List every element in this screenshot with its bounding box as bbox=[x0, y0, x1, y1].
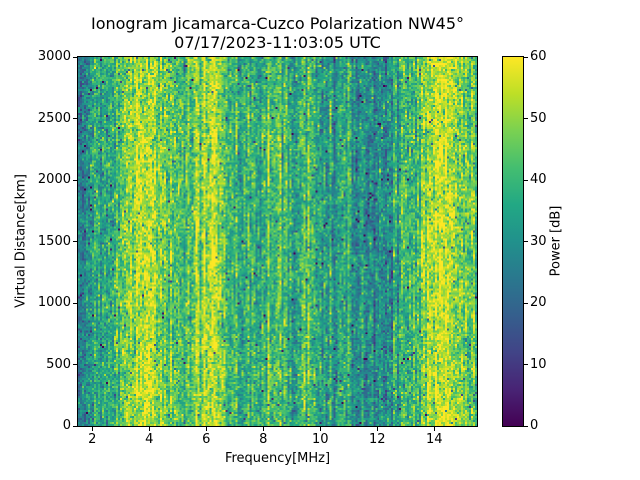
colorbar-tick bbox=[524, 302, 528, 304]
x-tick-label: 4 bbox=[145, 432, 154, 447]
x-axis-label: Frequency[MHz] bbox=[224, 451, 331, 466]
colorbar-tick bbox=[524, 364, 528, 365]
colorbar-tick-label: 20 bbox=[530, 295, 547, 310]
colorbar-tick bbox=[524, 118, 528, 119]
y-tick-label: 3000 bbox=[37, 49, 71, 64]
plot-area bbox=[77, 56, 478, 427]
y-tick bbox=[73, 118, 77, 119]
colorbar-tick bbox=[524, 425, 528, 427]
y-tick bbox=[73, 241, 77, 242]
x-tick bbox=[205, 427, 207, 431]
x-tick-label: 10 bbox=[311, 432, 329, 447]
x-tick bbox=[319, 427, 321, 431]
heatmap-canvas bbox=[78, 57, 477, 426]
colorbar-tick bbox=[524, 56, 528, 58]
y-tick-label: 500 bbox=[46, 356, 71, 372]
x-tick bbox=[91, 427, 93, 431]
colorbar-tick-label: 0 bbox=[530, 418, 539, 433]
y-tick bbox=[73, 364, 77, 365]
x-tick-label: 8 bbox=[259, 432, 268, 447]
y-tick bbox=[73, 56, 77, 58]
x-tick-label: 6 bbox=[202, 432, 211, 447]
colorbar-tick-label: 50 bbox=[530, 110, 547, 126]
chart-title-block: Ionogram Jicamarca-Cuzco Polarization NW… bbox=[78, 14, 477, 52]
y-tick-label: 1500 bbox=[37, 233, 71, 249]
colorbar-tick bbox=[524, 179, 528, 181]
colorbar-tick-label: 30 bbox=[530, 233, 547, 249]
chart-subtitle: 07/17/2023-11:03:05 UTC bbox=[174, 32, 381, 52]
colorbar-tick bbox=[524, 241, 528, 242]
colorbar bbox=[502, 56, 524, 427]
y-tick bbox=[73, 302, 77, 304]
x-tick bbox=[148, 427, 150, 431]
y-tick-label: 2000 bbox=[37, 172, 71, 187]
x-tick-label: 2 bbox=[88, 432, 97, 447]
y-tick-label: 1000 bbox=[37, 295, 71, 310]
colorbar-tick-label: 60 bbox=[530, 49, 547, 64]
colorbar-tick-label: 40 bbox=[530, 172, 547, 187]
y-tick bbox=[73, 179, 77, 181]
chart-title: Ionogram Jicamarca-Cuzco Polarization NW… bbox=[90, 14, 464, 33]
y-tick-label: 2500 bbox=[37, 110, 71, 126]
x-tick bbox=[262, 427, 264, 431]
x-tick-label: 12 bbox=[368, 432, 386, 447]
y-tick bbox=[73, 425, 77, 427]
y-tick-label: 0 bbox=[62, 418, 71, 433]
x-tick bbox=[433, 427, 435, 431]
x-tick bbox=[376, 427, 378, 431]
colorbar-tick-label: 10 bbox=[530, 356, 547, 372]
x-tick-label: 14 bbox=[425, 432, 443, 447]
